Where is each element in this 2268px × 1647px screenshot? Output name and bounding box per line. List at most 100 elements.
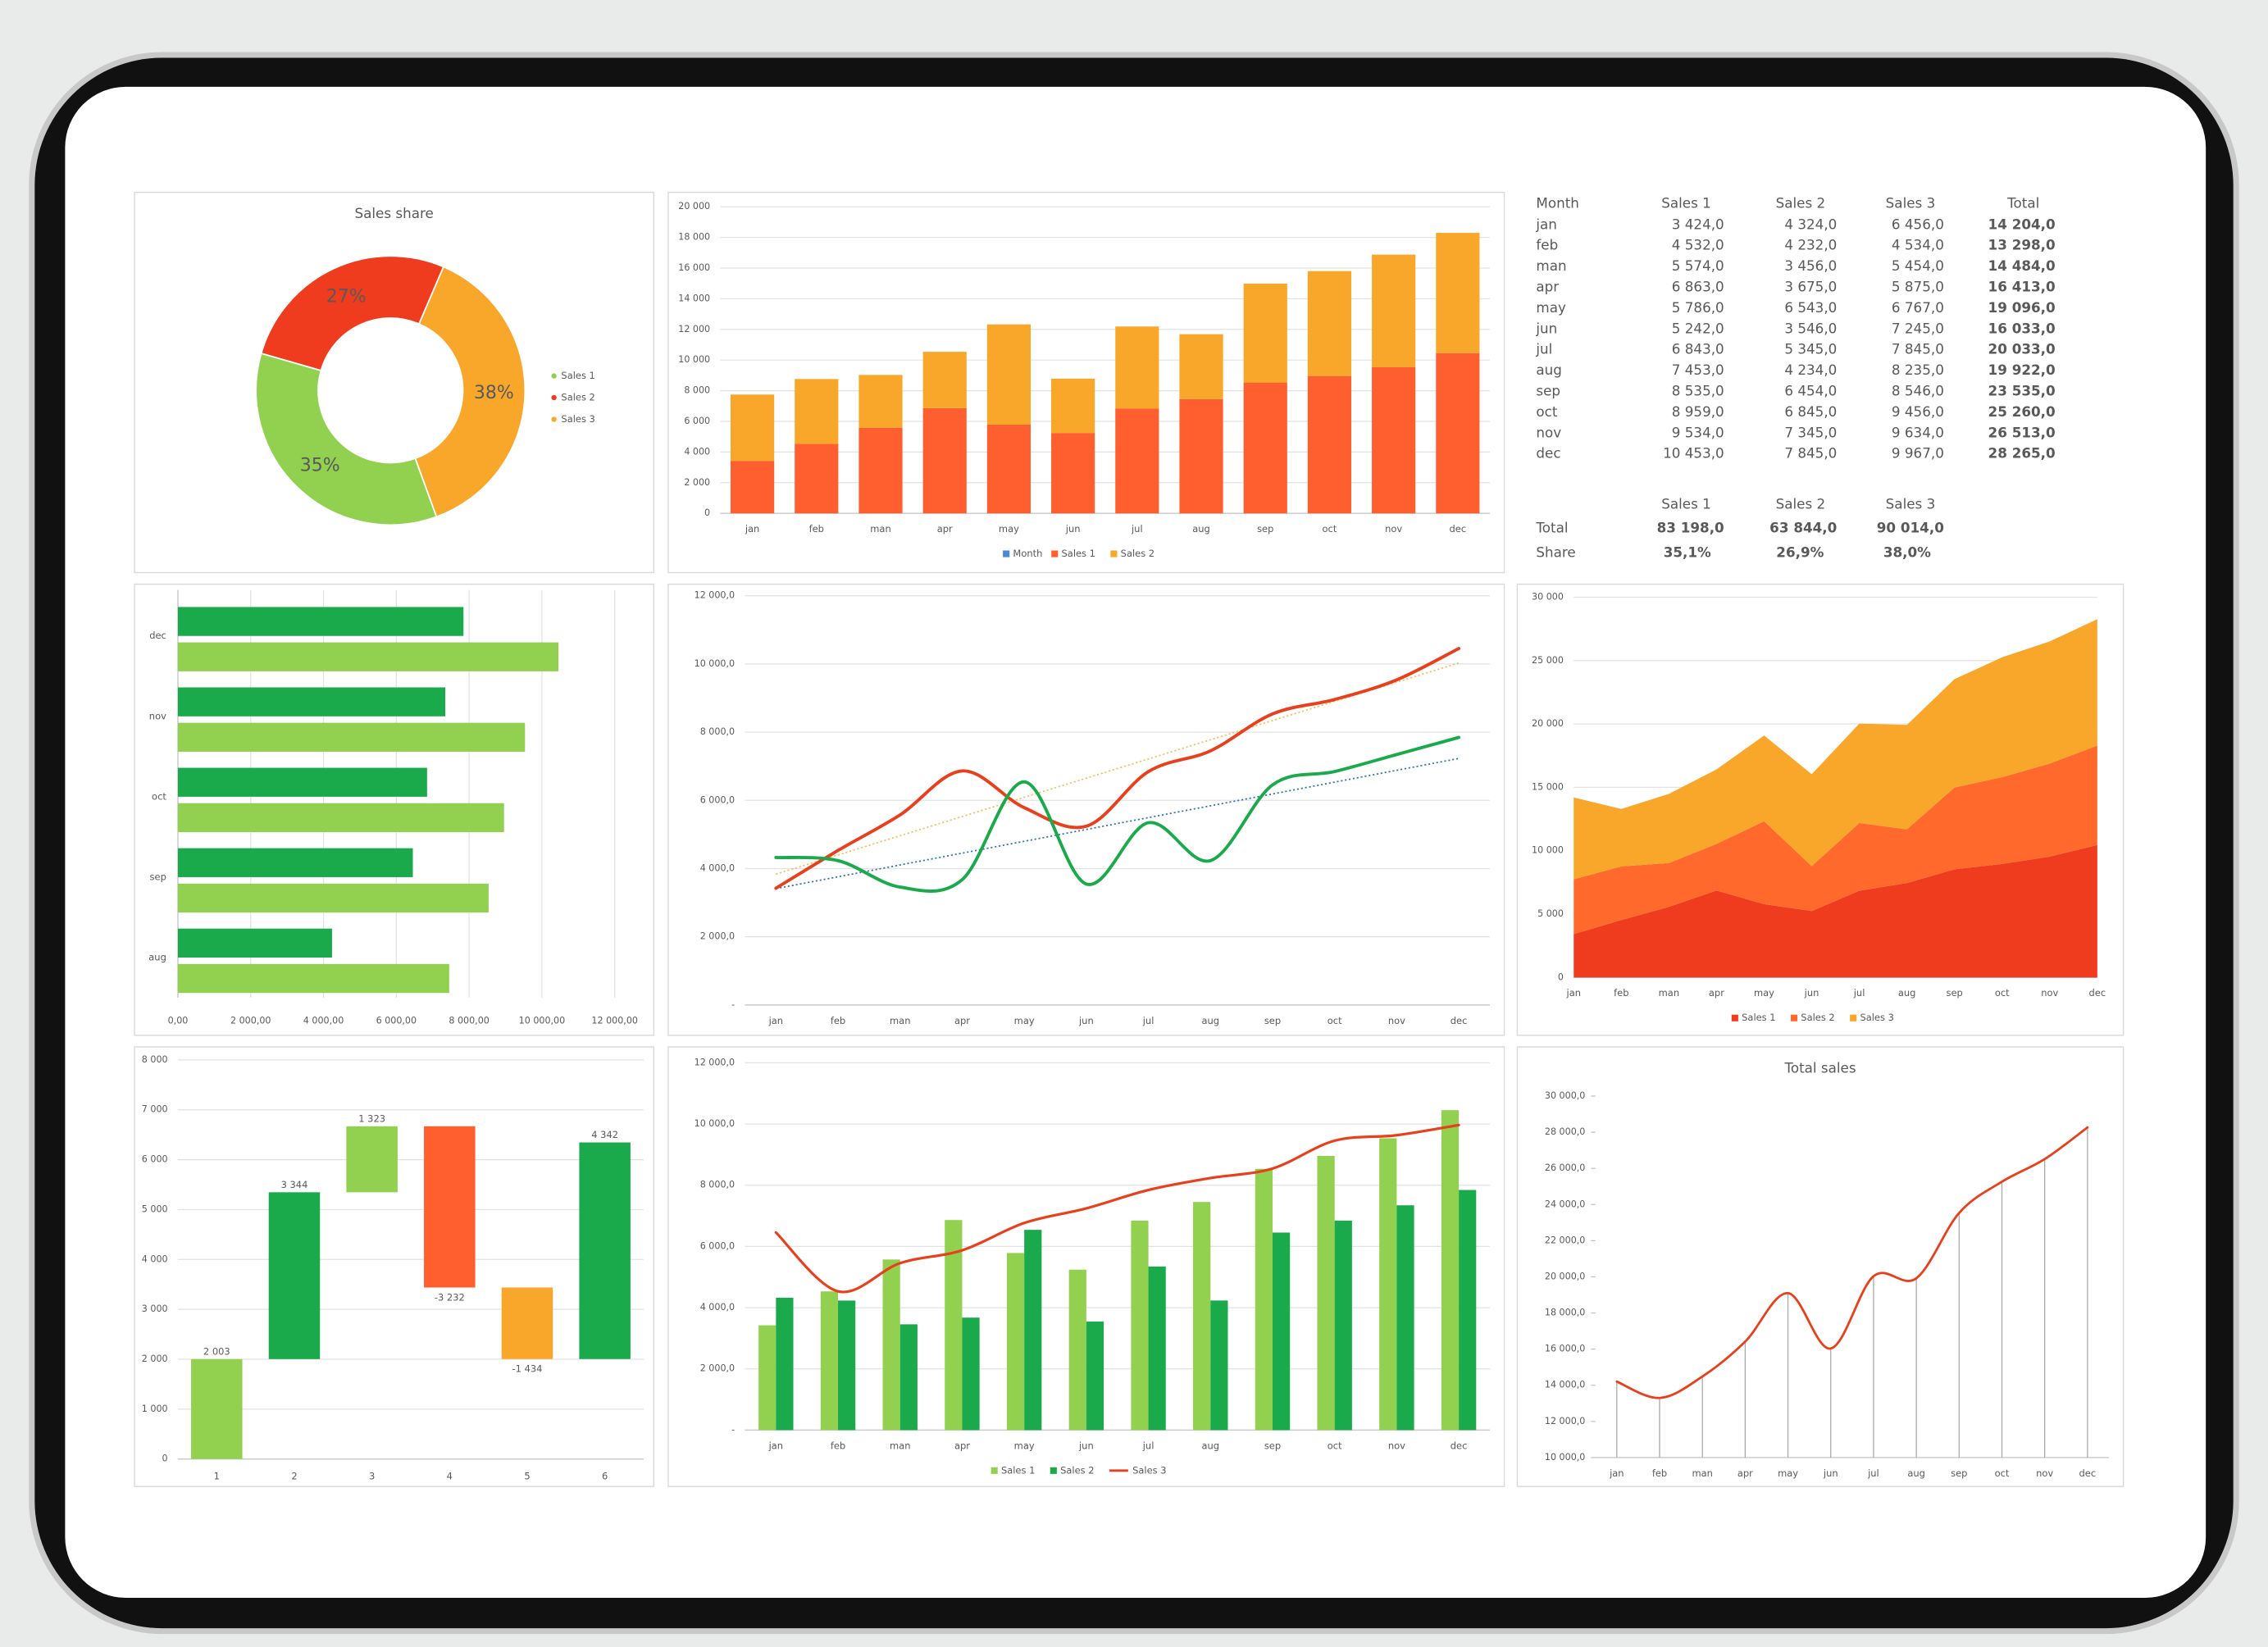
x-tick-label: jun [1065, 523, 1081, 535]
table-cell: 26,9% [1776, 544, 1824, 561]
y-tick-label: nov [149, 710, 166, 721]
x-tick-label: may [1014, 1015, 1035, 1026]
area [1573, 745, 2097, 935]
x-tick-label: sep [1257, 523, 1273, 535]
y-tick-label: 14 000,0 [1545, 1380, 1585, 1390]
table-row-label: Share [1536, 544, 1575, 561]
x-tick-label: man [870, 523, 890, 535]
line [774, 735, 1461, 893]
x-tick-label: jul [1131, 523, 1143, 535]
x-tick-label: dec [1451, 1440, 1468, 1451]
x-tick-label: apr [954, 1015, 970, 1026]
bar [1272, 1232, 1291, 1431]
legend-swatch [551, 373, 557, 379]
legend-label: Sales 1 [1742, 1012, 1775, 1023]
table-cell: 4 534,0 [1892, 237, 1944, 253]
data-label: 35% [300, 455, 340, 475]
table-cell: 5 454,0 [1892, 257, 1944, 274]
bar [795, 444, 839, 514]
y-tick-label: 2 000 [684, 477, 710, 488]
table-row-label: jan [1535, 216, 1557, 232]
donut-slice [260, 255, 445, 372]
x-tick-label: dec [1450, 523, 1467, 535]
table-header: Sales 2 [1776, 496, 1826, 512]
bar [1372, 254, 1416, 367]
table-row-label: jul [1535, 341, 1552, 357]
bar [1307, 375, 1352, 514]
y-tick-label: 2 000,0 [700, 1363, 735, 1374]
data-label: 38% [474, 383, 514, 403]
table-cell: 3 675,0 [1784, 278, 1837, 294]
x-tick-label: aug [1907, 1467, 1925, 1479]
line [774, 647, 1461, 890]
chart-title: Sales share [355, 205, 434, 221]
x-tick-label: 6 000,00 [376, 1015, 417, 1026]
table-cell: 7 453,0 [1672, 362, 1724, 378]
bar [501, 1287, 553, 1359]
bar [1051, 433, 1095, 514]
table-header: Sales 3 [1886, 496, 1936, 512]
table-cell: 20 033,0 [1988, 341, 2056, 357]
bar [858, 375, 903, 428]
legend-swatch [1850, 1014, 1857, 1021]
bar [776, 1297, 794, 1431]
legend-swatch [1003, 550, 1010, 557]
table-cell: 25 260,0 [1988, 403, 2056, 420]
table-cell: 5 574,0 [1672, 257, 1724, 274]
x-tick-label: jun [1823, 1467, 1838, 1479]
bar [1051, 378, 1095, 434]
x-tick-label: sep [1264, 1440, 1281, 1451]
x-tick-label: oct [1995, 1467, 2010, 1479]
y-tick-label: 16 000 [678, 262, 710, 273]
table-cell: 26 513,0 [1988, 424, 2056, 440]
table-cell: 4 234,0 [1784, 362, 1837, 378]
bar [1006, 1253, 1025, 1431]
bar [858, 427, 903, 514]
y-tick-label: 8 000 [142, 1054, 168, 1065]
y-tick-label: 20 000 [1532, 718, 1564, 729]
x-tick-label: aug [1192, 523, 1210, 535]
x-tick-label: nov [1388, 1015, 1405, 1026]
bar [882, 1259, 900, 1431]
donut-slice [255, 352, 438, 526]
legend-label: Month [1013, 548, 1042, 559]
y-tick-label: 10 000,0 [695, 658, 735, 669]
table-cell: 14 204,0 [1988, 216, 2056, 232]
data-label: 2 003 [203, 1345, 230, 1357]
panel [1516, 1046, 2125, 1487]
table-cell: 3 456,0 [1784, 257, 1837, 274]
table-cell: 90 014,0 [1877, 520, 1944, 536]
y-tick-label: 25 000 [1532, 655, 1564, 666]
y-tick-label: - [731, 999, 735, 1010]
bar [579, 1142, 631, 1359]
y-tick-label: 12 000,0 [1545, 1416, 1585, 1426]
y-tick-label: 26 000,0 [1545, 1162, 1585, 1173]
table-row-label: may [1536, 299, 1566, 316]
area [1573, 844, 2097, 978]
y-tick-label: 28 000,0 [1545, 1126, 1585, 1137]
x-tick-label: sep [1264, 1015, 1281, 1026]
legend-label: Sales 2 [1121, 548, 1154, 559]
x-tick-label: 2 000,00 [230, 1015, 271, 1026]
table-header: Sales 2 [1776, 195, 1826, 212]
table-cell: 5 786,0 [1672, 299, 1724, 316]
x-tick-label: oct [1328, 1440, 1342, 1451]
x-tick-label: 4 [447, 1470, 453, 1481]
bar [838, 1300, 856, 1431]
table-cell: 4 532,0 [1672, 237, 1724, 253]
bar [1115, 326, 1159, 409]
table-header: Sales 1 [1661, 496, 1711, 512]
legend-swatch [1050, 1467, 1057, 1474]
table-cell: 7 845,0 [1784, 445, 1837, 462]
table-header: Sales 1 [1661, 195, 1711, 212]
bar [1307, 271, 1352, 376]
x-tick-label: may [1754, 987, 1774, 999]
table-cell: 13 298,0 [1988, 237, 2056, 253]
bar [1115, 408, 1159, 514]
y-tick-label: sep [150, 871, 166, 882]
y-tick-label: 20 000,0 [1545, 1271, 1585, 1281]
data-label: -3 232 [435, 1291, 465, 1303]
y-tick-label: aug [148, 952, 166, 963]
x-tick-label: 3 [369, 1470, 375, 1481]
line [774, 1123, 1460, 1294]
